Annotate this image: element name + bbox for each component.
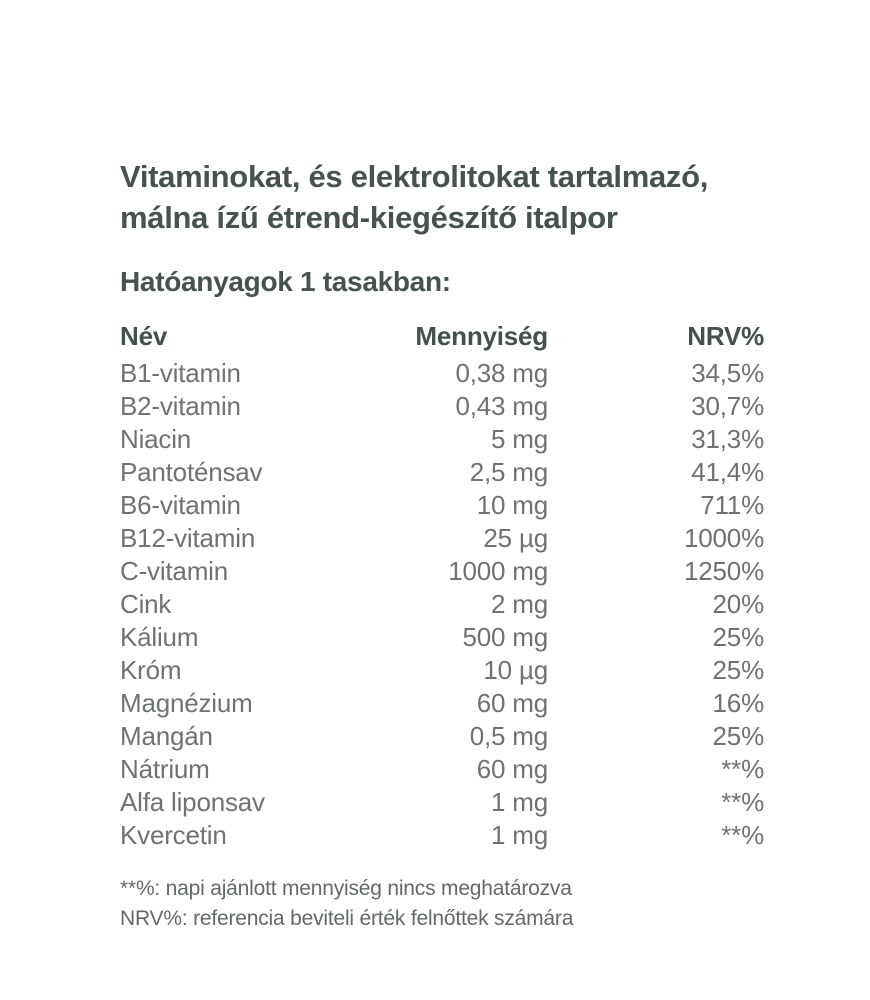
cell-amount: 2,5 mg (469, 457, 548, 487)
column-header-amount: Mennyiség (415, 321, 548, 351)
cell-name: Magnézium (120, 688, 253, 718)
ingredients-table: Név Mennyiség NRV% B1-vitamin 0,38 mg 34,5… (120, 320, 764, 852)
cell-name: B2-vitamin (120, 391, 241, 421)
table-row: Kvercetin 1 mg **% (120, 819, 764, 852)
table-row: Mangán 0,5 mg 25% (120, 720, 764, 753)
cell-nrv: 25% (712, 721, 765, 751)
cell-name: Alfa liponsav (120, 787, 265, 817)
table-row: Magnézium 60 mg 16% (120, 687, 764, 720)
cell-name: Pantoténsav (120, 457, 263, 487)
table-row: Niacin 5 mg 31,3% (120, 423, 764, 456)
table-row: C-vitamin 1000 mg 1250% (120, 555, 764, 588)
cell-nrv: 25% (712, 655, 765, 685)
footnotes: **%: napi ajánlott mennyiség nincs megha… (120, 874, 768, 934)
cell-nrv: 34,5% (691, 358, 764, 388)
cell-amount: 1000 mg (448, 556, 548, 586)
cell-amount: 2 mg (490, 589, 548, 619)
cell-nrv: 41,4% (691, 457, 764, 487)
cell-nrv: 30,7% (691, 391, 764, 421)
product-title-line1: Vitaminokat, és elektrolitokat tartalmaz… (120, 159, 709, 194)
footnote-nrv: NRV%: referencia beviteli érték felnőtte… (120, 907, 574, 930)
cell-amount: 10 mg (476, 490, 548, 520)
cell-nrv: 711% (700, 490, 764, 520)
table-row: Nátrium 60 mg **% (120, 753, 764, 786)
table-row: Króm 10 µg 25% (120, 654, 764, 687)
cell-amount: 1 mg (490, 820, 548, 850)
cell-amount: 10 µg (483, 655, 548, 685)
table-row: Alfa liponsav 1 mg **% (120, 786, 764, 819)
cell-name: B1-vitamin (120, 358, 241, 388)
cell-nrv: 1250% (684, 556, 764, 586)
cell-name: Cink (120, 589, 172, 619)
cell-amount: 500 mg (462, 622, 548, 652)
cell-nrv: **% (721, 787, 764, 817)
cell-nrv: **% (721, 820, 764, 850)
table-rows: B1-vitamin 0,38 mg 34,5% B2-vitamin 0,43 mg 3… (120, 357, 764, 852)
column-header-nrv: NRV% (687, 321, 764, 351)
table-row: B6-vitamin 10 mg 711% (120, 489, 764, 522)
table-row: B1-vitamin 0,38 mg 34,5% (120, 357, 764, 390)
cell-name: Mangán (120, 721, 213, 751)
cell-amount: 60 mg (476, 688, 548, 718)
cell-nrv: 1000% (684, 523, 764, 553)
table-row: B12-vitamin 25 µg 1000% (120, 522, 764, 555)
cell-name: B6-vitamin (120, 490, 241, 520)
cell-amount: 0,43 mg (455, 391, 548, 421)
cell-name: Kálium (120, 622, 199, 652)
product-title: Vitaminokat, és elektrolitokat tartalmaz… (120, 156, 768, 238)
footnote-daily-amount: **%: napi ajánlott mennyiség nincs megha… (120, 877, 572, 900)
table-row: B2-vitamin 0,43 mg 30,7% (120, 390, 764, 423)
cell-name: Kvercetin (120, 820, 227, 850)
section-heading: Hatóanyagok 1 tasakban: (120, 266, 451, 297)
cell-name: Niacin (120, 424, 192, 454)
cell-nrv: 20% (712, 589, 765, 619)
column-header-name: Név (120, 321, 168, 351)
cell-name: B12-vitamin (120, 523, 256, 553)
cell-nrv: 25% (712, 622, 765, 652)
cell-amount: 60 mg (476, 754, 548, 784)
cell-name: C-vitamin (120, 556, 228, 586)
cell-amount: 0,38 mg (455, 358, 548, 388)
cell-amount: 25 µg (483, 523, 548, 553)
cell-name: Króm (120, 655, 182, 685)
table-row: Kálium 500 mg 25% (120, 621, 764, 654)
cell-nrv: 31,3% (691, 424, 764, 454)
cell-amount: 1 mg (490, 787, 548, 817)
cell-amount: 5 mg (490, 424, 548, 454)
cell-nrv: 16% (712, 688, 765, 718)
table-row: Cink 2 mg 20% (120, 588, 764, 621)
cell-amount: 0,5 mg (469, 721, 548, 751)
content-column: Vitaminokat, és elektrolitokat tartalmaz… (120, 156, 768, 934)
cell-nrv: **% (721, 754, 764, 784)
table-row: Pantoténsav 2,5 mg 41,4% (120, 456, 764, 489)
product-title-line2: málna ízű étrend-kiegészítő italpor (120, 200, 618, 235)
table-header-row: Név Mennyiség NRV% (120, 320, 764, 353)
cell-name: Nátrium (120, 754, 210, 784)
